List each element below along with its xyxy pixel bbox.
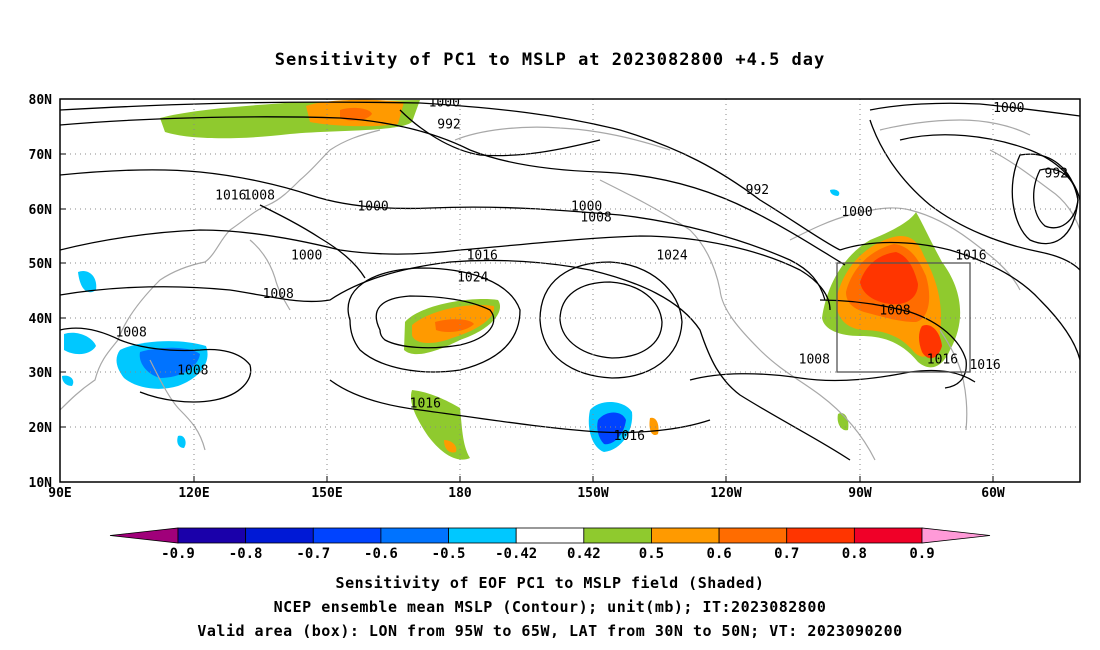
colorbar-swatch (448, 527, 517, 544)
contour-label: 1016 (410, 396, 441, 411)
colorbar-swatch (853, 527, 923, 544)
contour-label: 1008 (879, 303, 910, 318)
colorbar-label: 0.5 (639, 546, 664, 562)
contour-label: 1000 (357, 199, 388, 214)
lon-label: 60W (981, 486, 1005, 501)
colorbar-label: -0.6 (364, 546, 398, 562)
shade-orange-subtropic (444, 440, 457, 453)
contour-label: 1008 (244, 188, 275, 203)
contour-label: 1000 (429, 95, 460, 110)
colorbar-label: -0.7 (296, 546, 330, 562)
lon-label: 120W (710, 486, 741, 501)
valid-area-box (836, 262, 971, 373)
colorbar-label: -0.42 (495, 546, 537, 562)
lat-lon-grid (60, 99, 1080, 482)
colorbar-swatch (515, 527, 585, 544)
contour-label: 992 (1045, 167, 1068, 182)
lat-label: 80N (29, 93, 53, 108)
colorbar: -0.9 -0.8 -0.7 -0.6 -0.5 -0.42 0.42 0.5 0.6 0.7 0.… (109, 527, 991, 562)
colorbar-swatch (177, 527, 247, 544)
colorbar-label: 0.9 (909, 546, 934, 562)
lon-label: 90W (848, 486, 872, 501)
colorbar-swatch (786, 527, 855, 544)
caption-line-1: Sensitivity of EOF PC1 to MSLP field (Sh… (335, 574, 765, 592)
contour-label: 1016 (467, 249, 498, 264)
lat-label: 10N (29, 476, 53, 491)
contour-label: 1024 (457, 271, 488, 286)
colorbar-label: -0.5 (432, 546, 466, 562)
lon-label: 150E (311, 486, 342, 501)
colorbar-swatch (312, 527, 382, 544)
colorbar-swatch (718, 527, 788, 544)
shade-red-pacific (435, 319, 474, 332)
lon-label: 120E (178, 486, 209, 501)
shade-blue-india (64, 332, 96, 355)
shade-darkblue-hawaii (597, 412, 626, 445)
shade-blue-canada (830, 189, 840, 196)
contour-label: 1016 (614, 429, 645, 444)
contour-label: 1008 (799, 353, 830, 368)
colorbar-swatch (583, 527, 652, 544)
lat-label: 20N (29, 421, 53, 436)
lat-label: 40N (29, 312, 53, 327)
contour-label: 992 (746, 183, 769, 198)
colorbar-label: 0.8 (842, 546, 867, 562)
colorbar-swatch (651, 527, 720, 544)
contour-label: 1000 (993, 101, 1024, 116)
page-title: Sensitivity of PC1 to MSLP at 2023082800… (274, 50, 826, 70)
shade-red-america2 (919, 324, 942, 359)
lat-label: 30N (29, 366, 53, 381)
shade-blue-scs (177, 435, 186, 448)
lon-axis-labels: 90E 120E 150E 180 150W 120W 90W 60W (48, 486, 1005, 501)
caption-line-3: Valid area (box): LON from 95W to 65W, L… (197, 622, 903, 640)
colorbar-label: 0.7 (774, 546, 799, 562)
colorbar-max-triangle (921, 527, 991, 544)
shade-red-america (860, 252, 918, 305)
plot-frame (59, 98, 1081, 483)
contour-label: 1024 (656, 249, 687, 264)
contour-label: 1008 (580, 210, 611, 225)
shade-blue-india2 (78, 270, 97, 293)
contour-label: 1016 (215, 188, 246, 203)
shade-orange-hawaii (649, 417, 659, 436)
colorbar-swatch (380, 527, 449, 544)
caption-line-2: NCEP ensemble mean MSLP (Contour); unit(… (273, 598, 827, 616)
lat-axis-labels: 80N 70N 60N 50N 40N 30N 20N 10N (29, 93, 53, 491)
shade-blue-bay (62, 375, 74, 386)
contour-label: 992 (437, 117, 460, 132)
colorbar-min-triangle (109, 527, 179, 544)
contour-label: 1008 (116, 325, 147, 340)
colorbar-label: -0.8 (229, 546, 263, 562)
shade-red-arctic (340, 107, 372, 121)
lon-label: 90E (48, 486, 71, 501)
contour-label: 1008 (177, 364, 208, 379)
colorbar-label: -0.9 (161, 546, 195, 562)
contour-label: 1016 (969, 358, 1000, 373)
lat-label: 50N (29, 257, 53, 272)
lon-label: 150W (577, 486, 608, 501)
contour-label: 1000 (291, 249, 322, 264)
colorbar-label: 0.42 (567, 546, 601, 562)
ticks (60, 98, 994, 482)
colorbar-swatch (245, 527, 314, 544)
lat-label: 60N (29, 203, 53, 218)
colorbar-label: 0.6 (706, 546, 731, 562)
contour-label: 1016 (955, 249, 986, 264)
contour-label: 1000 (841, 205, 872, 220)
mslp-contours (60, 101, 1080, 461)
contour-label: 1008 (263, 287, 294, 302)
contour-label: 1016 (927, 353, 958, 368)
shade-green-subtropic (410, 390, 470, 460)
lon-label: 180 (448, 486, 472, 501)
contour-label: 1000 (571, 199, 602, 214)
lat-label: 70N (29, 148, 53, 163)
